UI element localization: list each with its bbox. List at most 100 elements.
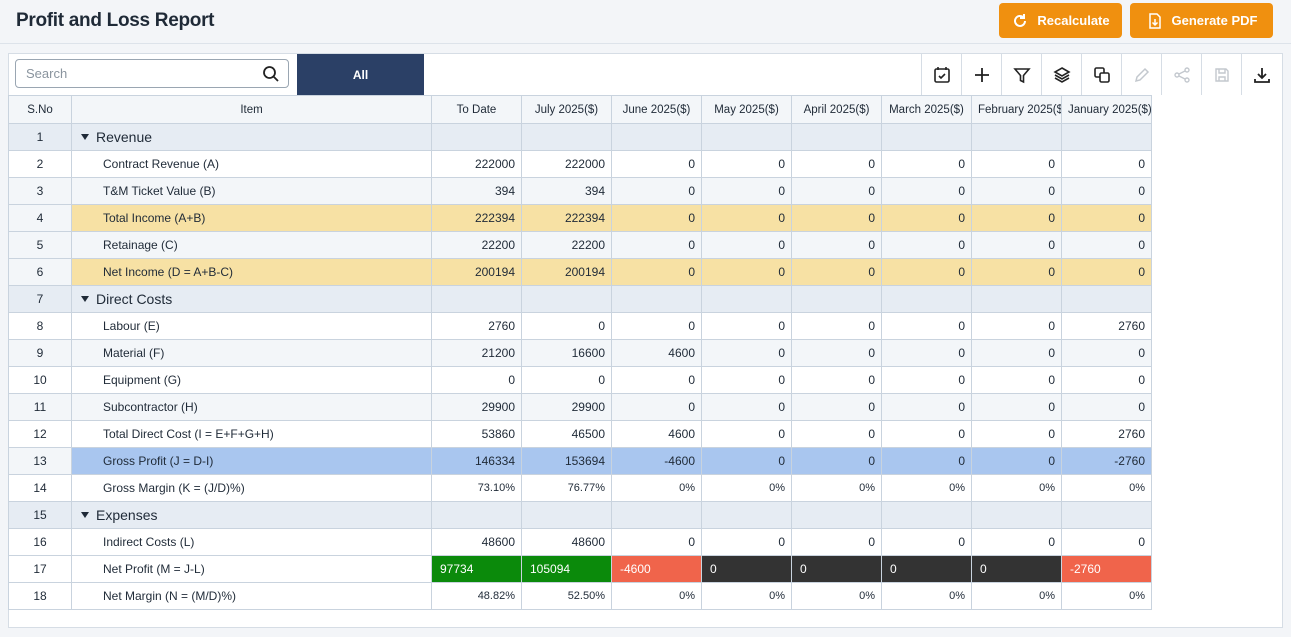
value-cell: 0%	[1061, 474, 1152, 502]
value-cell: 0	[701, 528, 792, 556]
value-cell: 97734	[431, 555, 522, 583]
table-row: 6 Net Income (D = A+B-C) 200194 200194 0 0 0 0 0…	[8, 258, 1152, 286]
value-cell: 0	[611, 312, 702, 340]
layers-button[interactable]	[1042, 54, 1082, 95]
collapse-toggle[interactable]	[80, 510, 92, 520]
column-header: To Date	[431, 95, 522, 124]
value-cell: 200194	[431, 258, 522, 286]
item-cell: Gross Margin (K = (J/D)%)	[71, 474, 432, 502]
empty-cell	[791, 501, 882, 529]
value-cell: 73.10%	[431, 474, 522, 502]
value-cell: 0	[1061, 339, 1152, 367]
table-row: 9 Material (F) 21200 16600 4600 0 0 0 0 0	[8, 339, 1152, 367]
row-number: 6	[8, 258, 72, 286]
value-cell: 0%	[791, 582, 882, 610]
value-cell: 0	[971, 204, 1062, 232]
table-row: 14 Gross Margin (K = (J/D)%) 73.10% 76.77% 0…	[8, 474, 1152, 502]
value-cell: 0	[971, 150, 1062, 178]
value-cell: 0	[1061, 177, 1152, 205]
value-cell: 0%	[1061, 582, 1152, 610]
report-table: S.No Item To Date July 2025($) June 2025($) M…	[8, 95, 1152, 610]
collapse-toggle[interactable]	[80, 294, 92, 304]
item-cell: Gross Profit (J = D-I)	[71, 447, 432, 475]
value-cell: 0	[1061, 231, 1152, 259]
recalculate-button[interactable]: Recalculate	[999, 3, 1122, 38]
empty-cell	[791, 123, 882, 151]
value-cell: 0	[881, 420, 972, 448]
value-cell: 0	[701, 204, 792, 232]
value-cell: 222000	[521, 150, 612, 178]
value-cell: 0	[971, 420, 1062, 448]
value-cell: 0	[971, 555, 1062, 583]
value-cell: 0	[971, 231, 1062, 259]
add-button[interactable]	[962, 54, 1002, 95]
empty-cell	[1061, 501, 1152, 529]
pdf-icon	[1148, 12, 1161, 29]
search-placeholder: Search	[26, 66, 68, 81]
value-cell: -2760	[1061, 555, 1152, 583]
section-cell: Expenses	[71, 501, 432, 529]
copy-button[interactable]	[1082, 54, 1122, 95]
search-input[interactable]: Search	[15, 59, 289, 88]
value-cell: 0	[1061, 204, 1152, 232]
generate-pdf-button[interactable]: Generate PDF	[1130, 3, 1273, 38]
value-cell: 222394	[431, 204, 522, 232]
collapse-toggle[interactable]	[80, 132, 92, 142]
value-cell: 0	[611, 204, 702, 232]
value-cell: 0	[791, 150, 882, 178]
table-row: 4 Total Income (A+B) 222394 222394 0 0 0 0 0 0	[8, 204, 1152, 232]
empty-cell	[611, 123, 702, 151]
download-button[interactable]	[1242, 54, 1282, 95]
table-row: 2 Contract Revenue (A) 222000 222000 0 0 0 0 0 0	[8, 150, 1152, 178]
item-cell: Indirect Costs (L)	[71, 528, 432, 556]
header-row: S.No Item To Date July 2025($) June 2025($) M…	[8, 95, 1152, 124]
value-cell: 2760	[431, 312, 522, 340]
table-row: 12 Total Direct Cost (I = E+F+G+H) 53860 46…	[8, 420, 1152, 448]
value-cell: 0	[791, 204, 882, 232]
value-cell: 0	[701, 150, 792, 178]
column-header: July 2025($)	[521, 95, 612, 124]
value-cell: 0%	[881, 582, 972, 610]
empty-cell	[611, 285, 702, 313]
value-cell: 0	[611, 177, 702, 205]
save-button[interactable]	[1202, 54, 1242, 95]
value-cell: 0	[701, 366, 792, 394]
value-cell: 0	[791, 231, 882, 259]
value-cell: 4600	[611, 420, 702, 448]
value-cell: 0	[881, 204, 972, 232]
value-cell: 0	[791, 447, 882, 475]
value-cell: 0	[791, 393, 882, 421]
row-number: 5	[8, 231, 72, 259]
value-cell: 0	[881, 393, 972, 421]
item-cell: Net Margin (N = (M/D)%)	[71, 582, 432, 610]
share-button[interactable]	[1162, 54, 1202, 95]
value-cell: 0	[1061, 366, 1152, 394]
filter-button[interactable]	[1002, 54, 1042, 95]
value-cell: 0	[881, 339, 972, 367]
value-cell: 0%	[791, 474, 882, 502]
empty-cell	[431, 501, 522, 529]
value-cell: 22200	[431, 231, 522, 259]
edit-button[interactable]	[1122, 54, 1162, 95]
row-number: 7	[8, 285, 72, 313]
value-cell: 21200	[431, 339, 522, 367]
table-row: 17 Net Profit (M = J-L) 97734 105094 -4600 0 0…	[8, 555, 1152, 583]
filter-tab[interactable]: All	[297, 54, 424, 95]
section-cell: Revenue	[71, 123, 432, 151]
value-cell: 0%	[971, 582, 1062, 610]
value-cell: 0	[881, 177, 972, 205]
value-cell: 53860	[431, 420, 522, 448]
item-cell: Net Profit (M = J-L)	[71, 555, 432, 583]
value-cell: 0	[791, 420, 882, 448]
section-label: Direct Costs	[96, 291, 173, 307]
value-cell: 76.77%	[521, 474, 612, 502]
value-cell: 0	[701, 258, 792, 286]
report-panel: Search All S.No Item To Date July 2025($) Ju…	[8, 53, 1283, 628]
value-cell: 0	[611, 231, 702, 259]
value-cell: 200194	[521, 258, 612, 286]
value-cell: 16600	[521, 339, 612, 367]
value-cell: 0	[881, 258, 972, 286]
calendar-button[interactable]	[922, 54, 962, 95]
column-header: S.No	[8, 95, 72, 124]
row-number: 10	[8, 366, 72, 394]
